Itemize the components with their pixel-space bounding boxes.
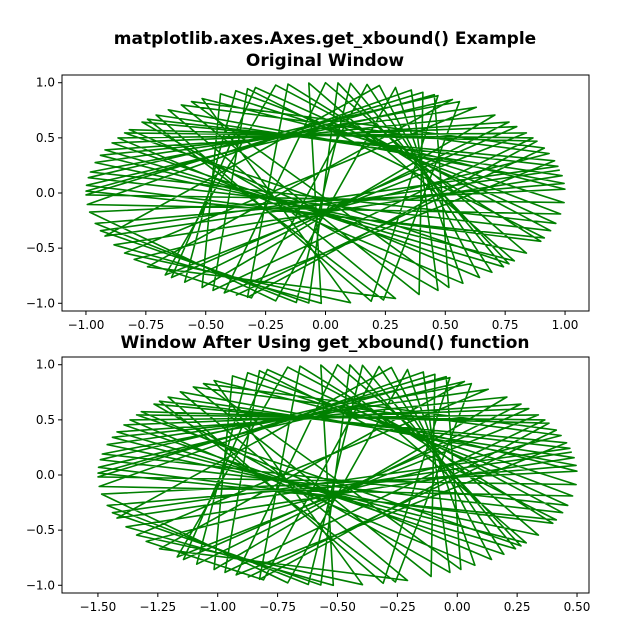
x-tick-label: 0.50 [564, 600, 591, 614]
series-line-chords [85, 81, 566, 305]
axes-after-get-xbound: −1.50 −1.25 −1.00 −0.75 −0.50 −0.25 0.00 0.25 0.… [26, 356, 591, 614]
y-tick-label: 0.0 [36, 186, 55, 200]
x-tick-label: −0.75 [127, 318, 164, 332]
x-tick-label: −0.25 [247, 318, 284, 332]
x-tick-label: −0.75 [259, 600, 296, 614]
y-tick-label: −0.5 [26, 241, 55, 255]
x-tick-label: 0.50 [432, 318, 459, 332]
axes-original-window: −1.00 −0.75 −0.50 −0.25 0.00 0.25 0.50 0.75 1.00… [26, 74, 590, 332]
figure-suptitle: matplotlib.axes.Axes.get_xbound() Exampl… [114, 29, 536, 49]
x-tick-label: 1.00 [552, 318, 579, 332]
axes1-plot-area [85, 81, 566, 305]
axes2-yaxis: −1.0 −0.5 0.0 0.5 1.0 [26, 358, 62, 592]
x-tick-label: 0.25 [372, 318, 399, 332]
x-tick-label: 0.00 [444, 600, 471, 614]
y-tick-label: 0.0 [36, 468, 55, 482]
axes1-frame [61, 74, 590, 312]
y-tick-label: 1.0 [36, 76, 55, 90]
x-tick-label: 0.00 [312, 318, 339, 332]
y-tick-label: −1.0 [26, 296, 55, 310]
axes1-yaxis: −1.0 −0.5 0.0 0.5 1.0 [26, 76, 62, 310]
x-tick-label: 0.75 [492, 318, 519, 332]
axes2-xaxis: −1.50 −1.25 −1.00 −0.75 −0.50 −0.25 0.00 0.25 0.… [80, 593, 591, 614]
x-tick-label: −0.50 [187, 318, 224, 332]
x-tick-label: −1.00 [199, 600, 236, 614]
y-tick-label: 1.0 [36, 358, 55, 372]
y-tick-label: −0.5 [26, 523, 55, 537]
axes1-title: Original Window [246, 51, 405, 71]
axes2-title: Window After Using get_xbound() function [121, 333, 530, 353]
x-tick-label: 0.25 [504, 600, 531, 614]
axes2-plot-area [97, 363, 578, 587]
axes1-xaxis: −1.00 −0.75 −0.50 −0.25 0.00 0.25 0.50 0.75 1.00 [68, 311, 579, 332]
x-tick-label: −0.50 [319, 600, 356, 614]
series-line-chords [97, 363, 578, 587]
x-tick-label: −0.25 [379, 600, 416, 614]
y-tick-label: −1.0 [26, 578, 55, 592]
x-tick-label: −1.25 [139, 600, 176, 614]
x-tick-label: −1.50 [80, 600, 117, 614]
x-tick-label: −1.00 [68, 318, 105, 332]
y-tick-label: 0.5 [36, 131, 55, 145]
y-tick-label: 0.5 [36, 413, 55, 427]
